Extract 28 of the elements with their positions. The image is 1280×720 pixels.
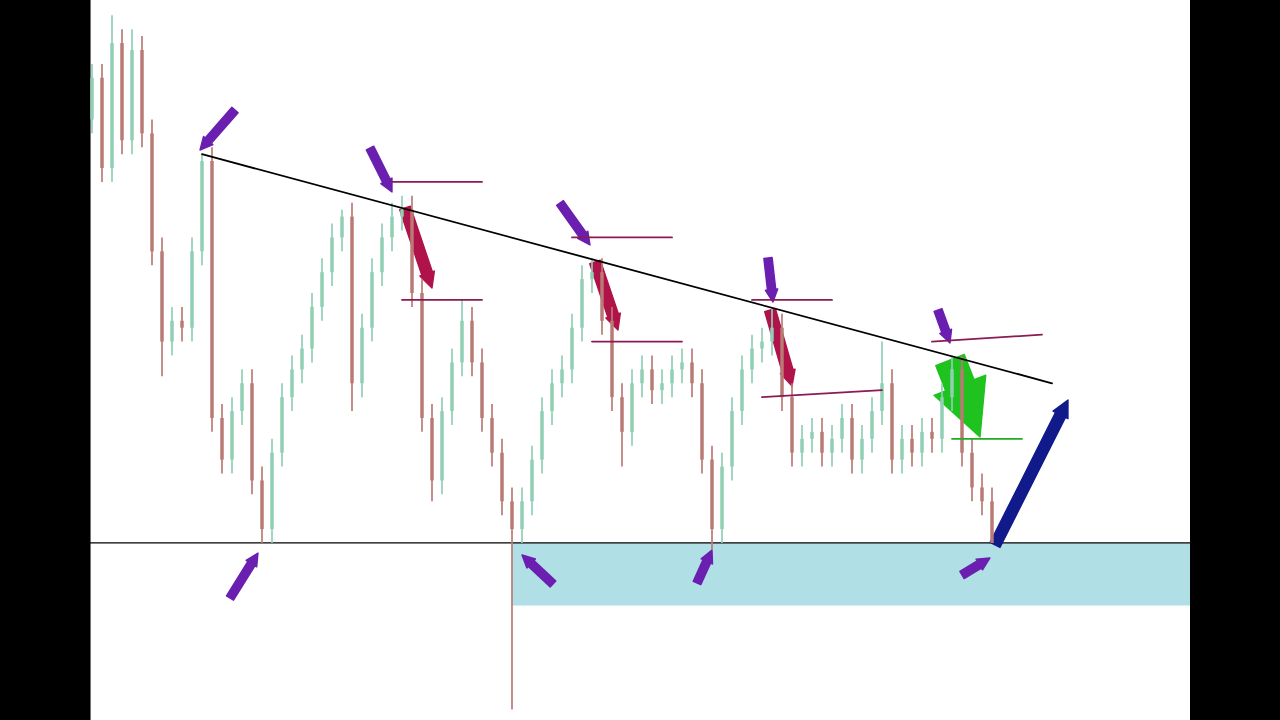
candlestick (980, 472, 984, 517)
candlestick (660, 368, 664, 405)
candlestick (830, 424, 834, 468)
candlestick (760, 326, 764, 364)
candlestick (900, 424, 904, 475)
candlestick (560, 354, 564, 398)
candlestick (680, 347, 684, 385)
candlestick (820, 417, 824, 468)
candlestick (920, 417, 924, 468)
candlestick (770, 306, 774, 357)
candlestick (180, 306, 184, 343)
candlestick (650, 354, 654, 405)
candlestick (800, 424, 804, 468)
candlestick (670, 354, 674, 398)
candlestick (640, 354, 644, 398)
candlestick (910, 424, 914, 468)
candlestick (300, 333, 304, 385)
candlestick (750, 333, 754, 385)
candlestick (400, 194, 404, 232)
candlestick (590, 257, 594, 294)
candlestick (340, 208, 344, 253)
candlestick (860, 424, 864, 475)
candlestick (690, 347, 694, 398)
candlestick (810, 417, 814, 454)
candlestick (170, 306, 174, 357)
candlestick (840, 403, 844, 454)
candlestick (390, 201, 394, 253)
candlestick (930, 417, 934, 454)
